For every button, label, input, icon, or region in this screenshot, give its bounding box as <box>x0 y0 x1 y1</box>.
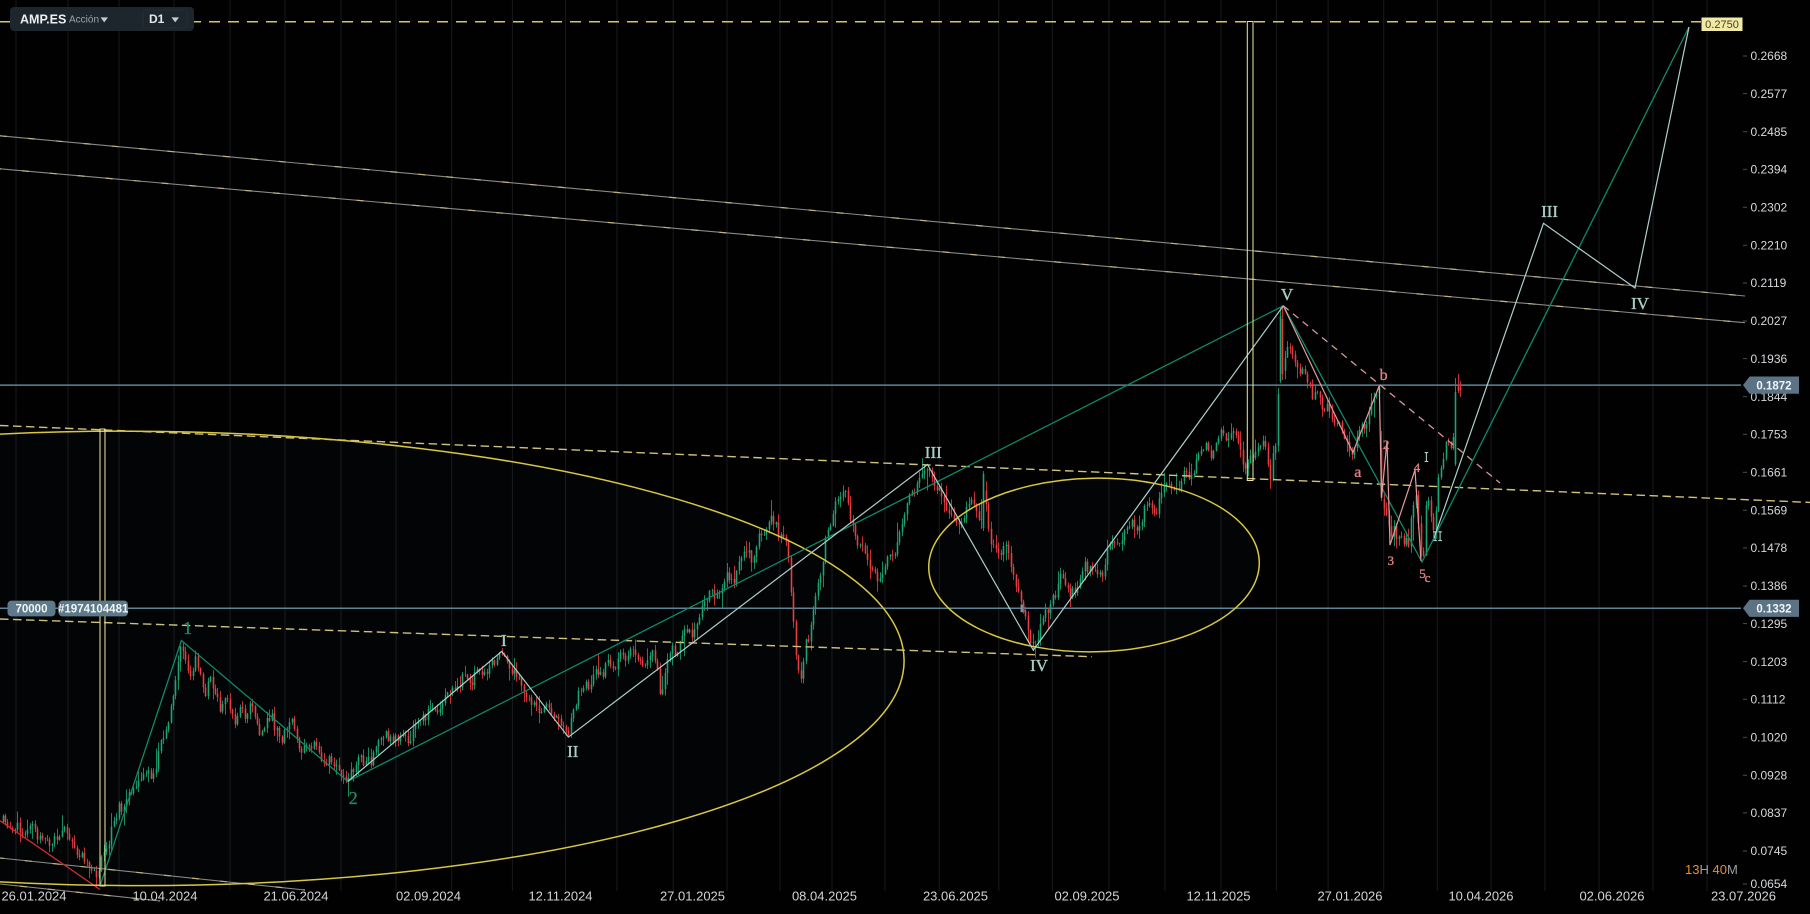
svg-text:0.1112: 0.1112 <box>1751 693 1786 707</box>
svg-text:27.01.2025: 27.01.2025 <box>660 889 725 904</box>
svg-text:13H 40M: 13H 40M <box>1685 862 1738 877</box>
svg-text:23.07.2026: 23.07.2026 <box>1711 889 1776 904</box>
svg-text:5: 5 <box>1419 566 1426 581</box>
svg-text:4: 4 <box>1414 460 1421 475</box>
svg-text:0.2485: 0.2485 <box>1751 125 1788 139</box>
svg-text:0.1295: 0.1295 <box>1751 617 1788 631</box>
svg-text:IV: IV <box>1030 656 1049 675</box>
svg-text:0.2394: 0.2394 <box>1751 163 1788 177</box>
svg-text:02.06.2026: 02.06.2026 <box>1579 889 1644 904</box>
svg-text:D1: D1 <box>149 12 165 26</box>
svg-text:#1974104481: #1974104481 <box>58 604 129 616</box>
svg-text:0.1936: 0.1936 <box>1751 352 1788 366</box>
svg-text:a: a <box>1354 464 1361 481</box>
svg-text:2: 2 <box>1383 437 1390 452</box>
svg-text:0.2668: 0.2668 <box>1751 49 1788 63</box>
svg-text:10.04.2026: 10.04.2026 <box>1448 889 1513 904</box>
svg-text:2: 2 <box>349 788 358 808</box>
svg-text:0.1203: 0.1203 <box>1751 655 1788 669</box>
svg-text:27.01.2026: 27.01.2026 <box>1317 889 1382 904</box>
svg-text:0.2302: 0.2302 <box>1751 201 1788 215</box>
svg-text:0.2210: 0.2210 <box>1751 239 1788 253</box>
svg-text:0.1478: 0.1478 <box>1751 541 1788 555</box>
svg-text:0.0654: 0.0654 <box>1751 877 1788 891</box>
svg-text:V: V <box>1281 285 1294 304</box>
svg-text:21.06.2024: 21.06.2024 <box>263 889 328 904</box>
svg-text:3: 3 <box>1388 553 1395 568</box>
svg-text:c: c <box>1425 570 1431 585</box>
svg-text:0.1872: 0.1872 <box>1756 380 1791 392</box>
svg-text:I: I <box>501 631 507 650</box>
svg-text:02.09.2025: 02.09.2025 <box>1054 889 1119 904</box>
svg-text:10.04.2024: 10.04.2024 <box>132 889 197 904</box>
svg-text:0.2577: 0.2577 <box>1751 87 1788 101</box>
svg-text:AMP.ES: AMP.ES <box>20 13 66 27</box>
svg-text:IV: IV <box>1631 294 1650 313</box>
svg-text:0.1753: 0.1753 <box>1751 428 1788 442</box>
svg-text:0.2027: 0.2027 <box>1751 314 1788 328</box>
svg-text:0.2119: 0.2119 <box>1751 276 1787 290</box>
svg-text:0.1020: 0.1020 <box>1751 731 1788 745</box>
svg-text:0.1661: 0.1661 <box>1751 466 1788 480</box>
svg-text:26.01.2024: 26.01.2024 <box>1 889 66 904</box>
svg-text:Acción: Acción <box>69 14 99 25</box>
svg-text:02.09.2024: 02.09.2024 <box>396 889 461 904</box>
svg-text:0.1332: 0.1332 <box>1756 604 1791 616</box>
svg-text:23.06.2025: 23.06.2025 <box>923 889 988 904</box>
svg-text:0.2750: 0.2750 <box>1705 19 1739 31</box>
svg-text:II: II <box>567 742 579 761</box>
svg-text:III: III <box>1541 202 1558 221</box>
svg-text:0.0837: 0.0837 <box>1751 806 1788 820</box>
svg-text:08.04.2025: 08.04.2025 <box>792 889 857 904</box>
svg-text:0.0745: 0.0745 <box>1751 844 1788 858</box>
svg-text:0.1386: 0.1386 <box>1751 579 1788 593</box>
svg-text:b: b <box>1380 367 1388 384</box>
svg-text:1: 1 <box>183 618 192 638</box>
svg-text:70000: 70000 <box>16 604 48 616</box>
svg-text:0.0928: 0.0928 <box>1751 769 1788 783</box>
svg-text:0.1569: 0.1569 <box>1751 504 1788 518</box>
svg-text:III: III <box>925 443 942 462</box>
svg-text:12.11.2024: 12.11.2024 <box>528 889 592 904</box>
svg-text:12.11.2025: 12.11.2025 <box>1186 889 1250 904</box>
